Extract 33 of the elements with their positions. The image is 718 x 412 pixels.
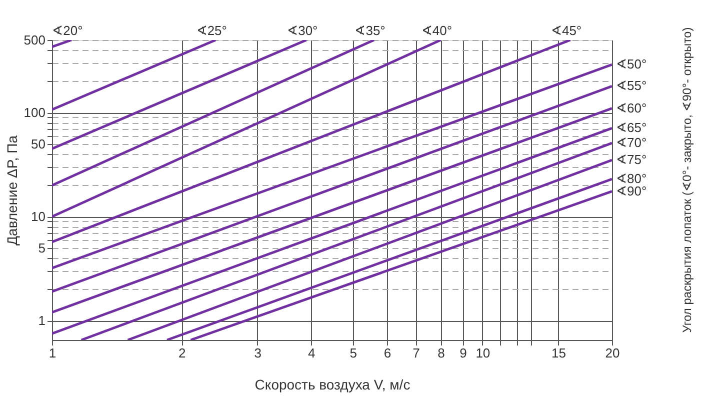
x-axis-title: Скорость воздуха V, м/с [254, 376, 410, 392]
series-label: ∢35° [354, 23, 386, 38]
y-tick-label: 10 [31, 209, 46, 224]
y-tick-label: 1 [38, 313, 46, 328]
x-tick-label: 9 [460, 346, 467, 360]
series-label: ∢25° [196, 23, 227, 38]
x-tick-label: 6 [384, 346, 392, 360]
y-tick-label: 50 [31, 136, 46, 152]
x-tick-label: 2 [178, 346, 186, 360]
series-label: ∢65° [616, 120, 647, 136]
series-label: ∢70° [616, 135, 647, 150]
series-label: ∢55° [616, 78, 647, 94]
y-tick-label: 5 [38, 240, 46, 256]
series-label: ∢50° [616, 56, 647, 72]
series-label: ∢75° [616, 152, 647, 168]
series-label: ∢30° [287, 23, 318, 38]
x-tick-label: 5 [350, 346, 357, 360]
y-axis-title: Давление ΔP, Па [4, 135, 20, 246]
series-label: ∢20° [52, 23, 83, 38]
x-tick-label: 4 [308, 346, 316, 360]
x-tick-label: 3 [254, 346, 262, 360]
series-label: ∢60° [616, 100, 647, 116]
x-tick-label: 20 [605, 346, 620, 360]
x-tick-label: 8 [438, 346, 445, 360]
series-label: ∢40° [421, 23, 452, 38]
y-tick-label: 100 [24, 105, 46, 120]
x-tick-label: 7 [412, 346, 420, 360]
series-label: ∢45° [550, 23, 582, 38]
x-tick-label: 1 [48, 346, 56, 360]
text: Угол раскрытия лопаток (∢0°- закрыто, ∢90°- открыто) [680, 27, 694, 333]
x-tick-label: 15 [551, 346, 566, 360]
y-tick-label: 500 [24, 32, 46, 48]
x-tick-label: 10 [476, 346, 490, 360]
